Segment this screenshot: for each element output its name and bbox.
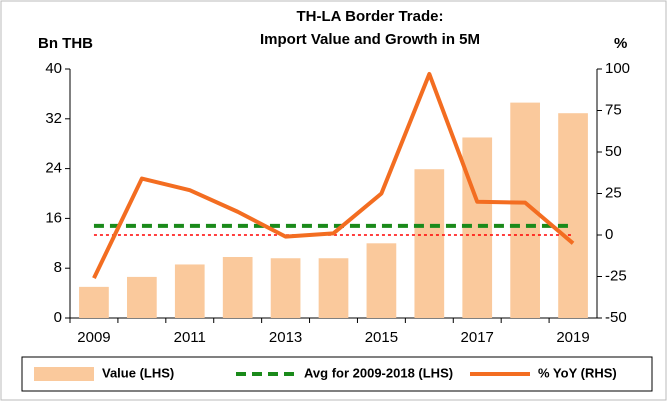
x-tick-label: 2011 — [174, 329, 206, 346]
y-tick-label: 8 — [54, 259, 62, 276]
bar — [79, 286, 109, 318]
y-axis-label: Bn THB — [38, 35, 93, 52]
bar — [414, 169, 445, 318]
y-tick-label: 40 — [45, 60, 62, 77]
y2-tick-label: 50 — [605, 143, 622, 160]
y2-tick-label: 100 — [605, 60, 630, 77]
y-tick-label: 32 — [45, 110, 62, 127]
legend-label: Value (LHS) — [102, 365, 174, 380]
legend-label: % YoY (RHS) — [538, 365, 617, 380]
y-tick-label: 24 — [45, 160, 62, 177]
x-tick-label: 2009 — [77, 329, 110, 346]
y2-tick-label: 25 — [605, 184, 622, 201]
legend-label: Avg for 2009-2018 (LHS) — [304, 365, 453, 380]
x-tick-label: 2013 — [269, 329, 302, 346]
x-tick-label: 2019 — [556, 329, 589, 346]
legend: Value (LHS) Avg for 2009-2018 (LHS) % YoY … — [34, 365, 617, 381]
bar — [174, 264, 205, 318]
y2-tick-label: 75 — [605, 101, 622, 118]
line — [92, 71, 575, 280]
bar — [270, 258, 301, 318]
y2-tick-label: -50 — [605, 309, 627, 326]
x-tick-label: 2015 — [365, 329, 398, 346]
y-tick-label: 0 — [54, 309, 62, 326]
bar — [318, 258, 349, 318]
bar — [127, 276, 157, 318]
legend-swatch — [34, 367, 94, 381]
x-tick-label: 2017 — [461, 329, 494, 346]
chart-title: Import Value and Growth in 5M — [260, 31, 480, 48]
y2-tick-label: 0 — [605, 226, 613, 243]
legend-box — [21, 356, 653, 392]
bar — [222, 256, 253, 318]
y2-tick-label: -25 — [605, 267, 627, 284]
y2-axis-label: % — [614, 35, 627, 52]
chart-title: TH-LA Border Trade: — [297, 8, 444, 25]
bar — [366, 243, 397, 318]
y-tick-label: 16 — [45, 209, 62, 226]
bar — [558, 113, 588, 318]
